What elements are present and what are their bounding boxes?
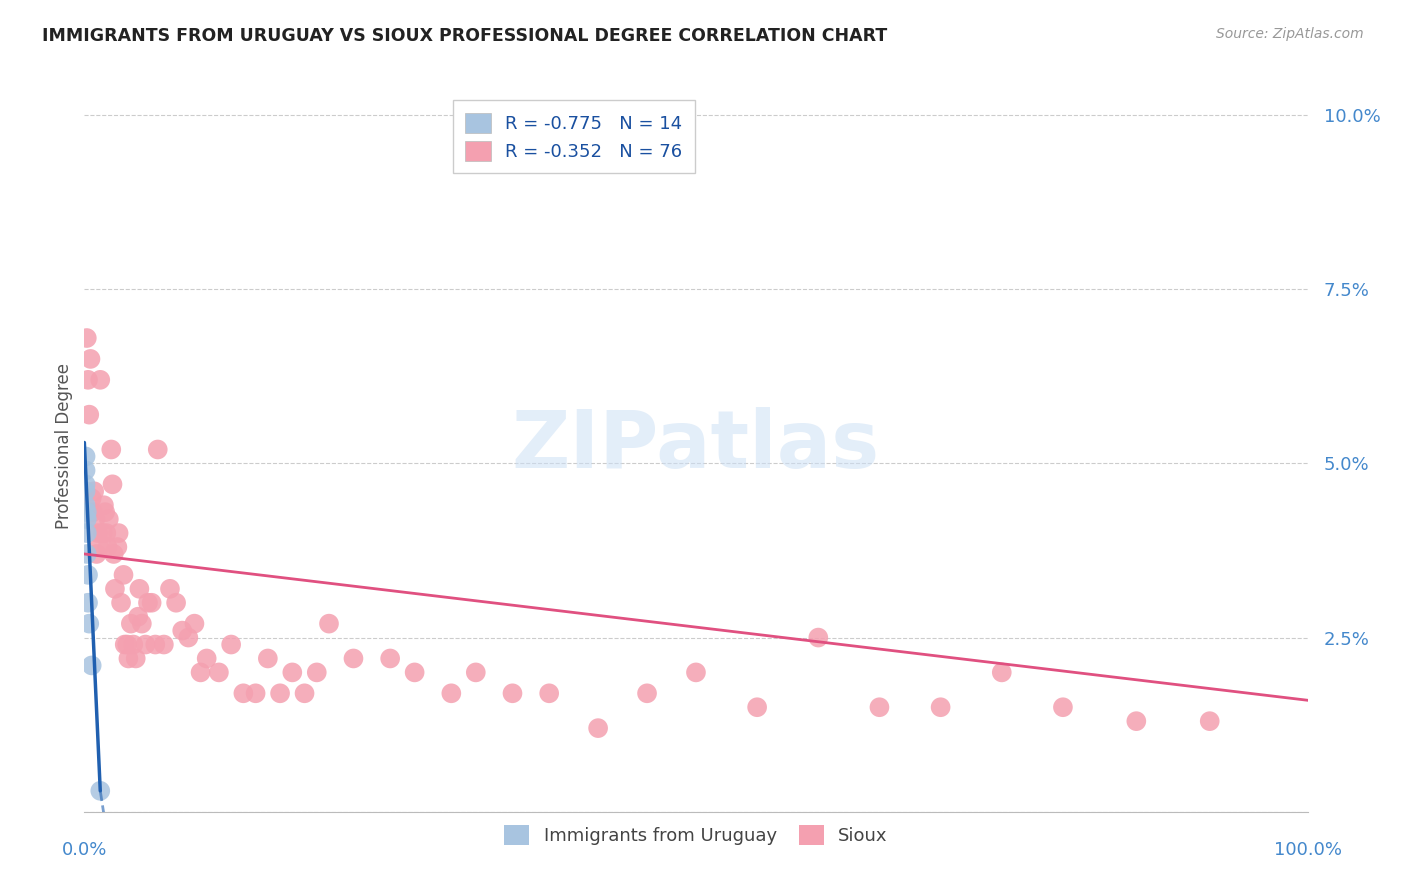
Point [177,631,200,645]
Point [685,665,707,680]
Point [219,638,242,652]
Point [76,512,98,526]
Point [131,616,153,631]
Point [159,582,181,596]
Point [76,526,98,541]
Point [120,616,142,631]
Point [112,567,135,582]
Point [79,351,101,366]
Point [586,721,609,735]
Point [146,442,169,457]
Point [77,567,100,582]
Point [75,477,97,491]
Point [117,651,139,665]
Point [294,686,316,700]
Point [75,498,97,512]
Point [127,609,149,624]
Text: Source: ZipAtlas.com: Source: ZipAtlas.com [1216,27,1364,41]
Point [318,616,340,631]
Point [97,512,120,526]
Legend: Immigrants from Uruguay, Sioux: Immigrants from Uruguay, Sioux [495,816,897,854]
Point [464,665,486,680]
Point [991,665,1014,680]
Point [91,526,114,541]
Point [89,373,111,387]
Point [76,547,98,561]
Text: 0.0%: 0.0% [62,841,107,859]
Point [77,373,100,387]
Point [165,596,187,610]
Point [245,686,267,700]
Point [101,477,124,491]
Point [190,665,212,680]
Point [87,540,110,554]
Point [342,651,364,665]
Point [110,596,132,610]
Text: ZIPatlas: ZIPatlas [512,407,880,485]
Point [100,442,122,457]
Point [143,638,166,652]
Point [1052,700,1074,714]
Point [807,631,830,645]
Point [195,651,218,665]
Point [305,665,328,680]
Point [115,638,138,652]
Point [153,638,176,652]
Point [93,498,115,512]
Point [404,665,426,680]
Point [75,450,97,464]
Point [82,505,104,519]
Point [87,526,110,541]
Point [105,540,128,554]
Point [183,616,205,631]
Point [104,582,127,596]
Point [135,638,157,652]
Text: 100.0%: 100.0% [1274,841,1341,859]
Point [125,651,148,665]
Point [77,596,100,610]
Point [114,638,136,652]
Text: IMMIGRANTS FROM URUGUAY VS SIOUX PROFESSIONAL DEGREE CORRELATION CHART: IMMIGRANTS FROM URUGUAY VS SIOUX PROFESS… [42,27,887,45]
Point [122,638,145,652]
Point [208,665,231,680]
Point [80,658,103,673]
Point [269,686,291,700]
Point [76,505,98,519]
Point [80,491,103,506]
Point [257,651,280,665]
Point [232,686,254,700]
Point [77,408,100,422]
Point [107,526,129,541]
Point [1125,714,1147,728]
Point [281,665,304,680]
Point [75,463,97,477]
Point [172,624,194,638]
Point [747,700,769,714]
Point [929,700,952,714]
Point [636,686,658,700]
Point [97,540,120,554]
Y-axis label: Professional Degree: Professional Degree [55,363,73,529]
Point [380,651,402,665]
Point [1198,714,1220,728]
Point [77,616,100,631]
Point [103,547,125,561]
Point [83,484,105,499]
Point [86,547,108,561]
Point [869,700,891,714]
Point [94,505,117,519]
Point [76,331,98,345]
Point [89,784,111,798]
Point [75,484,97,499]
Point [128,582,150,596]
Point [84,512,107,526]
Point [96,526,118,541]
Point [502,686,524,700]
Point [136,596,159,610]
Point [141,596,163,610]
Point [538,686,561,700]
Point [440,686,463,700]
